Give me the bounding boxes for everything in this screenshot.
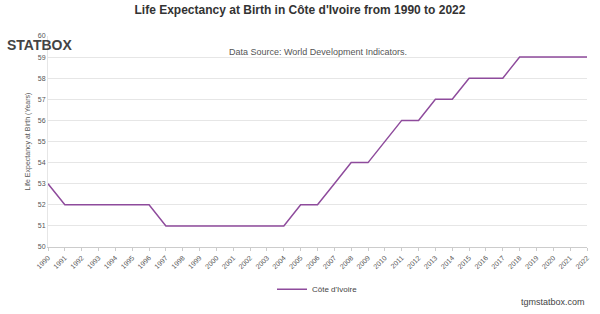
svg-text:2013: 2013 [423, 254, 439, 270]
svg-text:2016: 2016 [473, 254, 489, 270]
svg-text:1997: 1997 [153, 254, 169, 270]
svg-text:2008: 2008 [338, 254, 354, 270]
svg-text:2014: 2014 [439, 254, 455, 270]
svg-text:2015: 2015 [456, 254, 472, 270]
svg-text:1992: 1992 [69, 254, 85, 270]
svg-text:2010: 2010 [372, 254, 388, 270]
svg-text:1999: 1999 [187, 254, 203, 270]
svg-text:1990: 1990 [35, 254, 51, 270]
svg-text:2011: 2011 [389, 254, 405, 270]
svg-text:51: 51 [38, 222, 46, 229]
svg-text:2009: 2009 [355, 254, 371, 270]
svg-text:2005: 2005 [288, 254, 304, 270]
svg-text:52: 52 [38, 201, 46, 208]
svg-text:1994: 1994 [103, 254, 119, 270]
svg-text:2007: 2007 [322, 254, 338, 270]
svg-text:56: 56 [38, 117, 46, 124]
svg-text:60: 60 [38, 32, 46, 39]
svg-text:55: 55 [38, 138, 46, 145]
svg-text:1991: 1991 [52, 254, 68, 270]
svg-text:2021: 2021 [557, 254, 573, 270]
svg-text:2019: 2019 [524, 254, 540, 270]
svg-text:2006: 2006 [305, 254, 321, 270]
svg-text:2001: 2001 [220, 254, 236, 270]
svg-text:STATBOX: STATBOX [7, 37, 72, 53]
svg-text:2012: 2012 [406, 254, 422, 270]
svg-text:tgmstatbox.com: tgmstatbox.com [521, 297, 585, 307]
svg-text:2017: 2017 [490, 254, 506, 270]
svg-text:1998: 1998 [170, 254, 186, 270]
svg-text:Life Expectancy at Birth (Year: Life Expectancy at Birth (Years) [24, 93, 32, 191]
svg-text:Data Source: World Development: Data Source: World Development Indicator… [229, 47, 407, 57]
svg-text:57: 57 [38, 96, 46, 103]
svg-text:2002: 2002 [237, 254, 253, 270]
svg-text:Life Expectancy at Birth in Cô: Life Expectancy at Birth in Côte d'Ivoir… [135, 3, 466, 17]
svg-text:2000: 2000 [204, 254, 220, 270]
svg-text:2020: 2020 [541, 254, 557, 270]
svg-text:53: 53 [38, 180, 46, 187]
svg-text:54: 54 [38, 159, 46, 166]
svg-text:50: 50 [38, 243, 46, 250]
svg-text:59: 59 [38, 54, 46, 61]
svg-text:58: 58 [38, 75, 46, 82]
svg-text:1996: 1996 [136, 254, 152, 270]
svg-text:2004: 2004 [271, 254, 287, 270]
svg-text:2003: 2003 [254, 254, 270, 270]
svg-text:2018: 2018 [507, 254, 523, 270]
svg-text:2022: 2022 [574, 254, 590, 270]
svg-text:Côte d'Ivoire: Côte d'Ivoire [312, 285, 357, 294]
svg-text:1993: 1993 [86, 254, 102, 270]
svg-text:1995: 1995 [119, 254, 135, 270]
